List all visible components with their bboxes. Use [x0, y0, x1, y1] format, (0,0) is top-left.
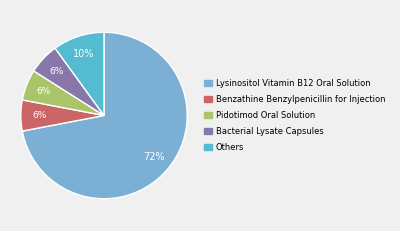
Text: 10%: 10%: [73, 49, 95, 59]
Text: 72%: 72%: [143, 152, 165, 162]
Wedge shape: [34, 48, 104, 116]
Wedge shape: [21, 100, 104, 131]
Wedge shape: [22, 71, 104, 116]
Wedge shape: [22, 32, 187, 199]
Text: 6%: 6%: [32, 111, 46, 120]
Wedge shape: [55, 32, 104, 116]
Text: 6%: 6%: [50, 67, 64, 76]
Legend: Lysinositol Vitamin B12 Oral Solution, Benzathine Benzylpenicillin for Injection: Lysinositol Vitamin B12 Oral Solution, B…: [204, 79, 385, 152]
Text: 6%: 6%: [36, 87, 51, 96]
